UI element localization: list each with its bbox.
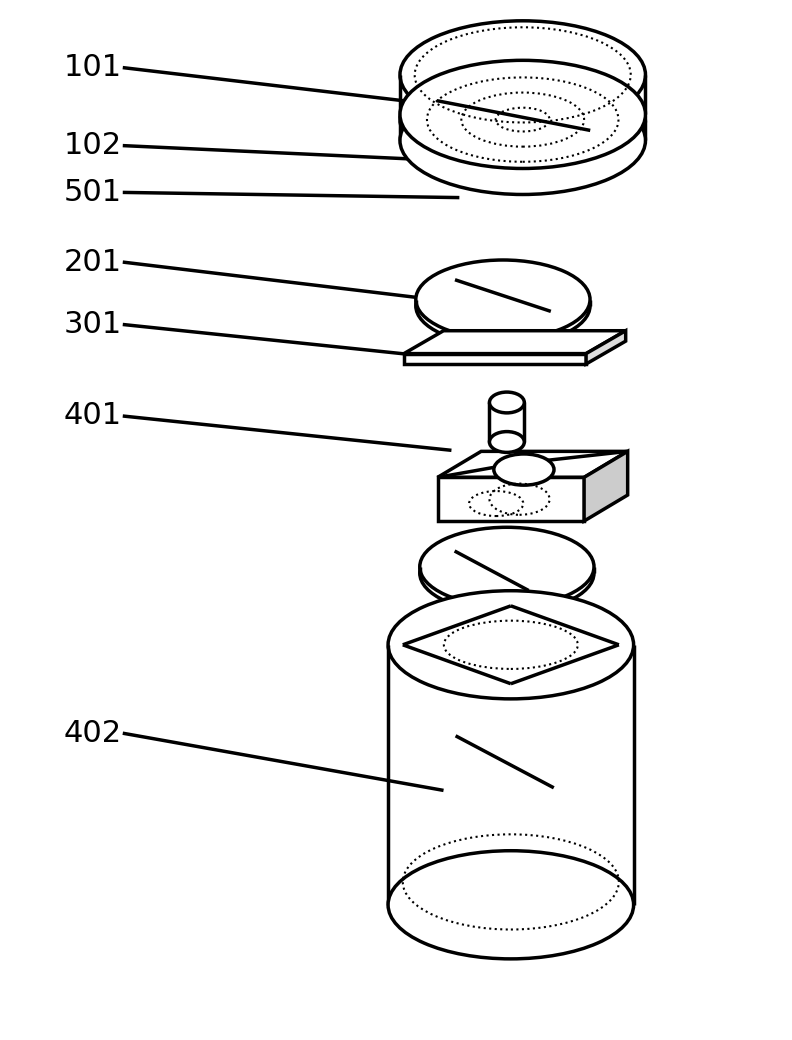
- Polygon shape: [586, 331, 626, 364]
- Text: 401: 401: [63, 401, 121, 431]
- Ellipse shape: [400, 86, 645, 194]
- Text: 301: 301: [63, 310, 122, 339]
- Ellipse shape: [400, 66, 645, 174]
- Text: 201: 201: [63, 248, 121, 277]
- Ellipse shape: [420, 527, 594, 606]
- Text: 101: 101: [63, 53, 121, 82]
- Ellipse shape: [400, 21, 645, 129]
- Polygon shape: [584, 451, 628, 521]
- Ellipse shape: [489, 392, 524, 413]
- Ellipse shape: [416, 260, 590, 339]
- Text: 501: 501: [63, 178, 121, 207]
- Ellipse shape: [400, 60, 645, 168]
- Polygon shape: [404, 331, 626, 354]
- Polygon shape: [437, 451, 628, 477]
- Ellipse shape: [416, 266, 590, 345]
- Polygon shape: [404, 354, 586, 364]
- Text: 402: 402: [63, 719, 121, 748]
- Ellipse shape: [420, 534, 594, 613]
- Polygon shape: [437, 477, 584, 521]
- Ellipse shape: [489, 432, 524, 452]
- Ellipse shape: [388, 851, 634, 959]
- Text: 102: 102: [63, 131, 121, 160]
- Ellipse shape: [494, 453, 554, 485]
- Ellipse shape: [388, 591, 634, 699]
